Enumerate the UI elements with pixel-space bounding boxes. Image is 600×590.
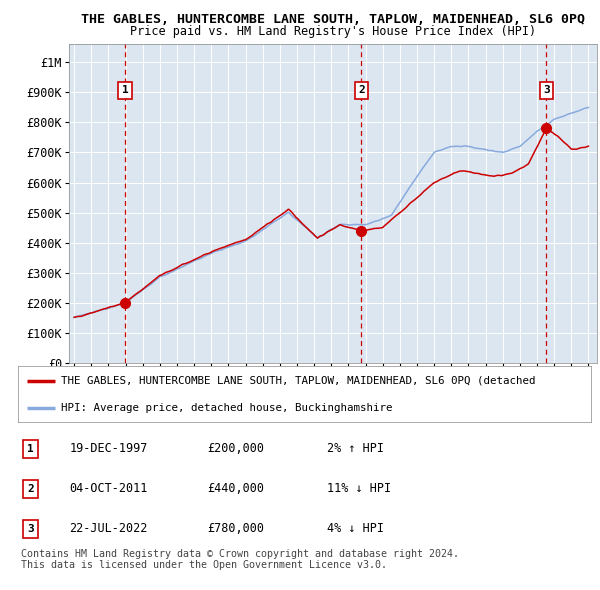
- Text: Contains HM Land Registry data © Crown copyright and database right 2024.
This d: Contains HM Land Registry data © Crown c…: [21, 549, 459, 571]
- Text: THE GABLES, HUNTERCOMBE LANE SOUTH, TAPLOW, MAIDENHEAD, SL6 0PQ: THE GABLES, HUNTERCOMBE LANE SOUTH, TAPL…: [81, 13, 585, 26]
- Text: 4% ↓ HPI: 4% ↓ HPI: [328, 522, 385, 535]
- Text: 22-JUL-2022: 22-JUL-2022: [70, 522, 148, 535]
- Text: 04-OCT-2011: 04-OCT-2011: [70, 483, 148, 496]
- Text: 2: 2: [27, 484, 34, 494]
- Text: THE GABLES, HUNTERCOMBE LANE SOUTH, TAPLOW, MAIDENHEAD, SL6 0PQ (detached: THE GABLES, HUNTERCOMBE LANE SOUTH, TAPL…: [61, 376, 535, 386]
- Text: 1: 1: [122, 86, 128, 96]
- Text: 11% ↓ HPI: 11% ↓ HPI: [328, 483, 392, 496]
- Text: £440,000: £440,000: [207, 483, 264, 496]
- Text: 2: 2: [358, 86, 365, 96]
- Text: 1: 1: [27, 444, 34, 454]
- Text: HPI: Average price, detached house, Buckinghamshire: HPI: Average price, detached house, Buck…: [61, 403, 392, 413]
- Text: 2% ↑ HPI: 2% ↑ HPI: [328, 442, 385, 455]
- Text: Price paid vs. HM Land Registry's House Price Index (HPI): Price paid vs. HM Land Registry's House …: [130, 25, 536, 38]
- Text: 3: 3: [543, 86, 550, 96]
- Text: £780,000: £780,000: [207, 522, 264, 535]
- Text: 19-DEC-1997: 19-DEC-1997: [70, 442, 148, 455]
- Text: 3: 3: [27, 524, 34, 534]
- Text: £200,000: £200,000: [207, 442, 264, 455]
